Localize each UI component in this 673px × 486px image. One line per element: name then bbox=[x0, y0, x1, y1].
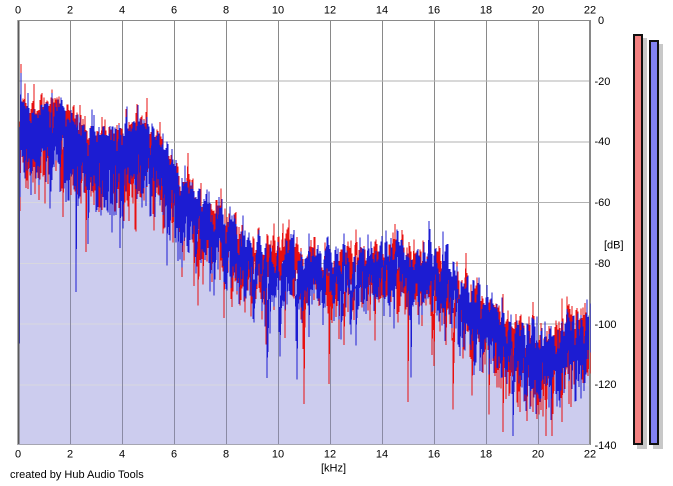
svg-text:12: 12 bbox=[324, 5, 336, 17]
svg-text:22: 22 bbox=[584, 5, 596, 17]
svg-text:-120: -120 bbox=[595, 379, 617, 391]
svg-text:10: 10 bbox=[272, 5, 284, 17]
svg-text:4: 4 bbox=[119, 5, 125, 17]
svg-text:8: 8 bbox=[223, 449, 229, 461]
svg-text:4: 4 bbox=[119, 449, 125, 461]
svg-text:[kHz]: [kHz] bbox=[321, 463, 346, 475]
svg-text:16: 16 bbox=[428, 5, 440, 17]
svg-text:0: 0 bbox=[15, 449, 21, 461]
svg-text:-60: -60 bbox=[595, 197, 611, 209]
svg-text:6: 6 bbox=[171, 449, 177, 461]
svg-text:20: 20 bbox=[532, 5, 544, 17]
svg-text:10: 10 bbox=[272, 449, 284, 461]
svg-text:18: 18 bbox=[480, 449, 492, 461]
svg-text:6: 6 bbox=[171, 5, 177, 17]
svg-text:created by Hub Audio Tools: created by Hub Audio Tools bbox=[10, 469, 144, 481]
svg-text:-140: -140 bbox=[595, 440, 617, 452]
svg-text:16: 16 bbox=[428, 449, 440, 461]
svg-text:18: 18 bbox=[480, 5, 492, 17]
svg-text:-20: -20 bbox=[595, 76, 611, 88]
svg-text:-80: -80 bbox=[595, 258, 611, 270]
svg-text:-40: -40 bbox=[595, 136, 611, 148]
svg-text:-100: -100 bbox=[595, 319, 617, 331]
svg-text:14: 14 bbox=[376, 449, 388, 461]
svg-text:0: 0 bbox=[15, 5, 21, 17]
svg-text:8: 8 bbox=[223, 5, 229, 17]
svg-text:0: 0 bbox=[598, 15, 604, 27]
svg-text:12: 12 bbox=[324, 449, 336, 461]
svg-text:2: 2 bbox=[67, 449, 73, 461]
svg-text:2: 2 bbox=[67, 5, 73, 17]
svg-text:20: 20 bbox=[532, 449, 544, 461]
svg-text:14: 14 bbox=[376, 5, 388, 17]
svg-text:[dB]: [dB] bbox=[604, 240, 624, 252]
svg-text:22: 22 bbox=[584, 449, 596, 461]
